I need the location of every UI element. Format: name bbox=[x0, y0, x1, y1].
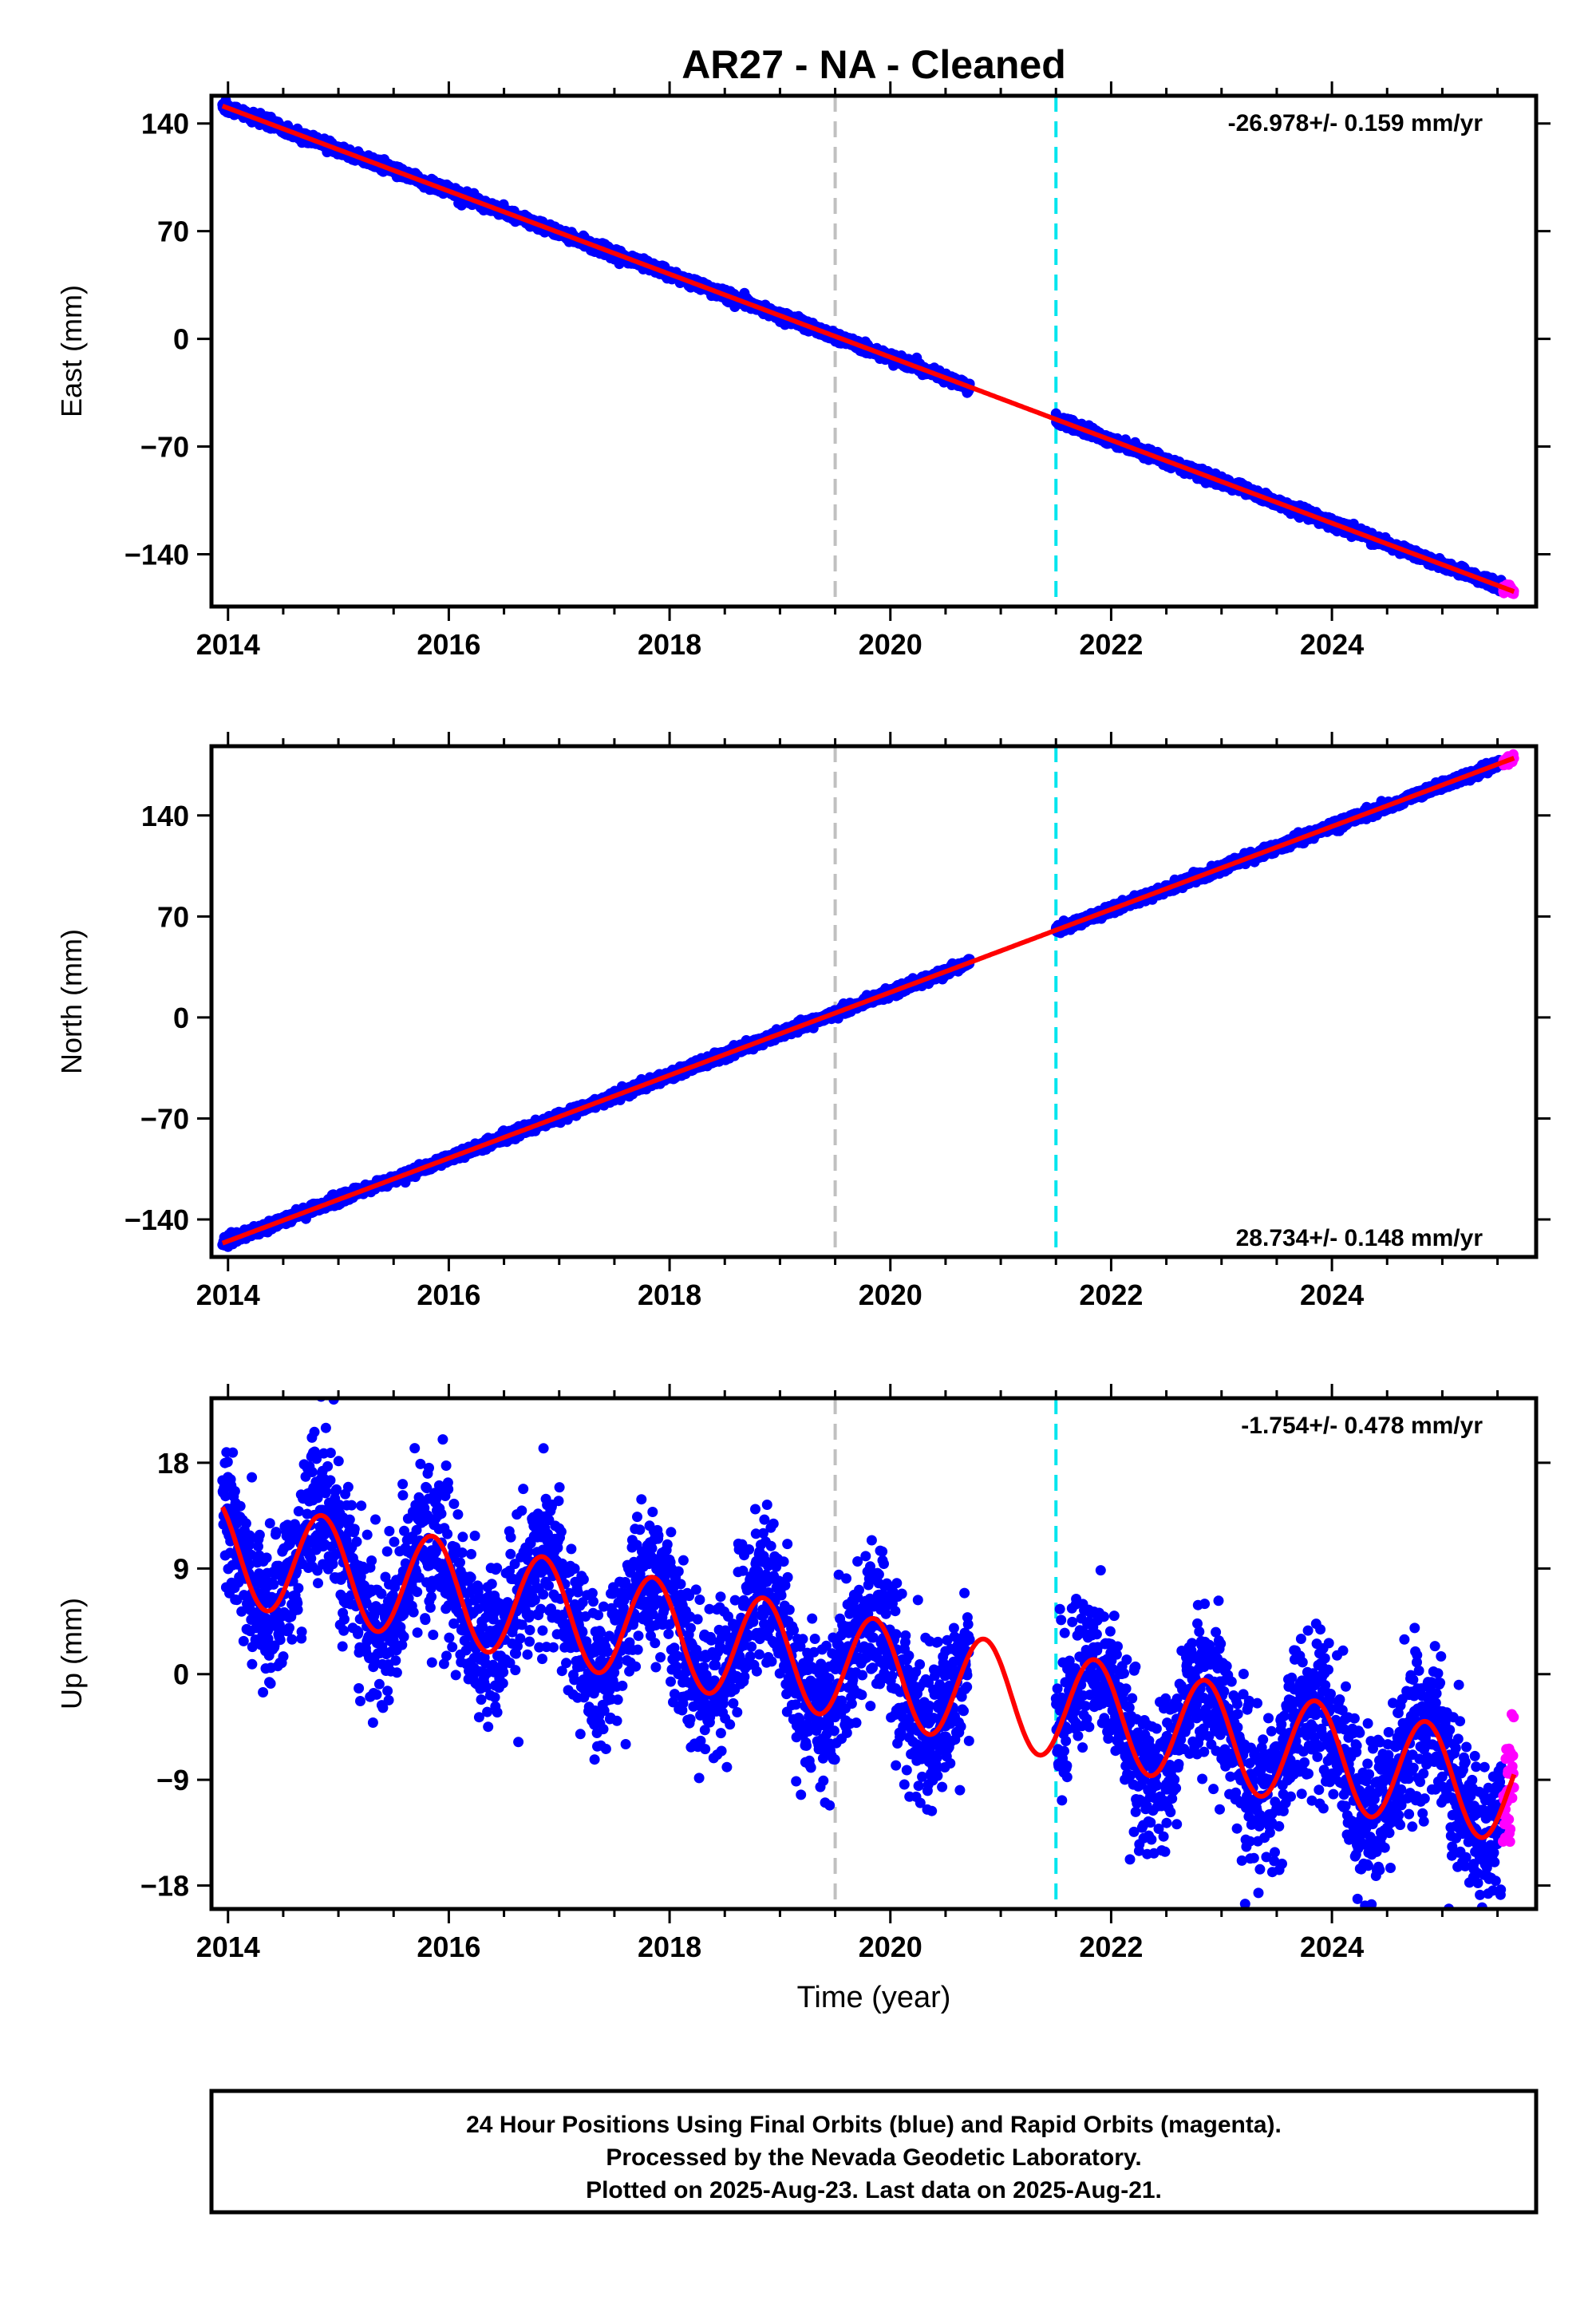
x-tick-label: 2014 bbox=[196, 628, 260, 661]
plot-panels: 2014 2016 2018 2020 2022 2024 140 70 0 −70 −140 Eas… bbox=[55, 81, 1551, 1963]
east-y-axis-label: East (mm) bbox=[55, 285, 88, 417]
panel-east: 2014 2016 2018 2020 2022 2024 140 70 0 −70 −140 Eas… bbox=[55, 81, 1551, 661]
east-rate-annotation: -26.978+/- 0.159 mm/yr bbox=[1228, 110, 1483, 136]
y-tick-label: 70 bbox=[157, 215, 189, 248]
x-tick-label: 2022 bbox=[1079, 628, 1143, 661]
y-tick-label: −140 bbox=[124, 538, 189, 571]
x-tick-label: 2024 bbox=[1300, 628, 1364, 661]
x-tick-label: 2016 bbox=[417, 628, 480, 661]
y-tick-label: 0 bbox=[173, 323, 189, 356]
chart-title: AR27 - NA - Cleaned bbox=[681, 42, 1066, 87]
x-tick-label: 2018 bbox=[638, 628, 701, 661]
y-tick-label: 140 bbox=[141, 108, 189, 140]
x-tick-label: 2020 bbox=[859, 628, 922, 661]
y-tick-label: −70 bbox=[140, 431, 189, 464]
